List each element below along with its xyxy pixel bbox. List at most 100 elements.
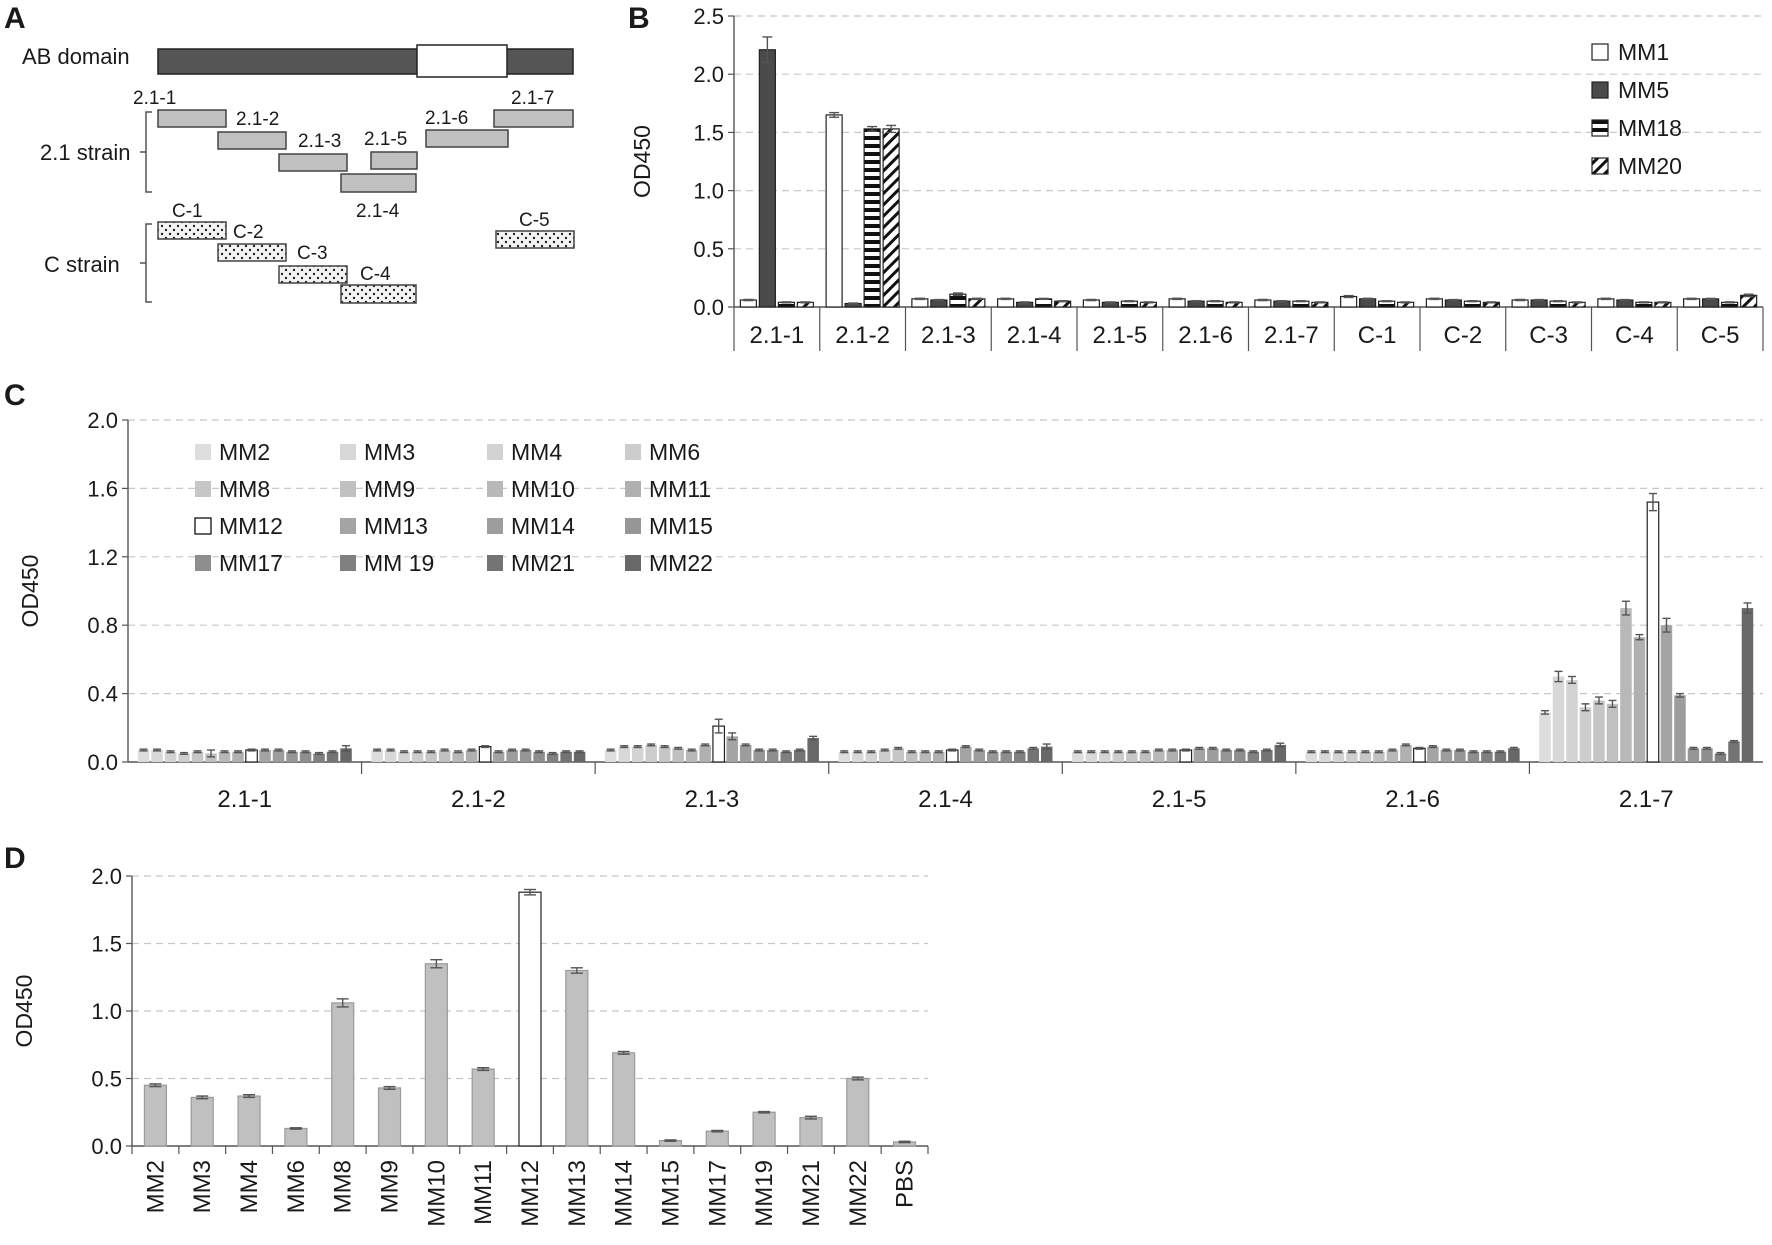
bar-mm15-2.1-6 <box>1454 750 1466 762</box>
x-tick-label-2.1-4: 2.1-4 <box>918 786 973 813</box>
x-tick-label-2.1-3: 2.1-3 <box>921 322 976 349</box>
segment-label-c-2: C-2 <box>233 222 264 243</box>
bar-mm21-2.1-2 <box>560 751 572 762</box>
segment-bar-2.1-1 <box>157 109 227 128</box>
bar-mm9-2.1-6 <box>1373 751 1385 762</box>
bar-mm21-2.1-1 <box>326 751 339 762</box>
segment-bar-2.1-3 <box>278 153 348 172</box>
bar-mm2-2.1-1 <box>137 750 150 762</box>
bar-mm22-2.1-6 <box>1508 748 1520 762</box>
bar-mm19-2.1-1 <box>313 753 325 762</box>
segment-bar-2.1-5 <box>370 151 418 170</box>
bar-mm4-2.1-5 <box>1099 751 1111 762</box>
x-tick-label-2.1-7: 2.1-7 <box>1264 322 1319 349</box>
x-tick-label-2.1-2: 2.1-2 <box>835 322 890 349</box>
bar-mm4-2.1-7 <box>1566 679 1578 762</box>
y-tick-label: 1.5 <box>91 932 122 957</box>
bar-mm19-2.1-6 <box>1481 751 1493 762</box>
legend-label-mm19: MM 19 <box>364 550 434 576</box>
ab-domain-label: AB domain <box>22 44 130 69</box>
bar-mm17-2.1-1 <box>299 751 312 762</box>
bar-mm11-2.1-7 <box>1633 637 1646 762</box>
x-tick-label-2.1-7: 2.1-7 <box>1619 786 1674 813</box>
bar-mm22-2.1-7 <box>1741 608 1754 762</box>
x-tick-label-mm4: MM4 <box>236 1160 263 1213</box>
bar-mm4-2.1-1 <box>164 751 177 762</box>
bar-mm10-2.1-7 <box>1620 608 1632 762</box>
legend-swatch-mm3 <box>340 444 356 460</box>
x-tick-label-c-1: C-1 <box>1358 322 1397 349</box>
legend-label-mm18: MM18 <box>1618 115 1682 141</box>
x-tick-label-mm19: MM19 <box>751 1160 778 1227</box>
legend-swatch-mm2 <box>195 444 211 460</box>
bar-mm14-2.1-3 <box>739 744 752 762</box>
legend-label-mm15: MM15 <box>649 513 713 539</box>
panel-d: D 0.0 0.5 1.0 1.5 2.0 OD450 MM2 MM3 MM4 MM6 MM8 MM9… <box>4 842 929 1227</box>
bar-mm10 <box>424 963 448 1147</box>
bar-mm10-2.1-4 <box>919 751 931 762</box>
y-tick-label: 1.6 <box>87 476 118 501</box>
bar-mm8-2.1-5 <box>1126 751 1138 762</box>
bar-mm5-2.1-1 <box>758 49 776 308</box>
bar-mm9-2.1-2 <box>438 750 451 762</box>
bar-mm3-2.1-7 <box>1552 676 1565 762</box>
bar-mm10-2.1-6 <box>1386 750 1399 762</box>
legend-swatch-mm12 <box>194 517 212 535</box>
legend-label-mm17: MM17 <box>219 550 283 576</box>
bar-mm9-2.1-5 <box>1139 751 1152 762</box>
bar-mm18-2.1-2 <box>863 128 881 308</box>
segment-label-2.1-2: 2.1-2 <box>236 109 279 130</box>
segment-label-2.1-5: 2.1-5 <box>364 129 407 150</box>
x-tick-label-mm17: MM17 <box>704 1160 731 1227</box>
bar-mm14-2.1-1 <box>272 750 285 762</box>
bar-mm14-2.1-2 <box>506 750 518 762</box>
segment-bar-2.1-4 <box>340 173 417 193</box>
bar-mm8 <box>331 1002 355 1147</box>
y-tick-label: 0.4 <box>87 682 118 707</box>
bar-mm21 <box>799 1117 823 1147</box>
legend-swatch-mm22 <box>625 555 641 571</box>
bar-mm15-2.1-4 <box>987 751 999 762</box>
legend-swatch-mm5 <box>1591 81 1609 99</box>
bar-mm9 <box>377 1087 402 1147</box>
x-tick-label-2.1-2: 2.1-2 <box>451 786 506 813</box>
x-tick-label-mm10: MM10 <box>423 1160 450 1227</box>
bar-mm13 <box>565 969 589 1147</box>
bar-mm5-c-5 <box>1702 298 1720 308</box>
x-tick-label-c-3: C-3 <box>1529 322 1568 349</box>
bar-mm3-2.1-6 <box>1319 751 1331 762</box>
x-tick-label-2.1-4: 2.1-4 <box>1007 322 1062 349</box>
bar-mm15-2.1-5 <box>1220 750 1233 762</box>
bar-mm13-2.1-4 <box>960 746 972 762</box>
bar-mm8-2.1-7 <box>1593 700 1605 762</box>
bar-mm21-2.1-4 <box>1027 748 1039 762</box>
ab-domain-bar <box>157 48 574 75</box>
bar-mm12-2.1-6 <box>1413 747 1426 763</box>
y-tick-label: 0.0 <box>91 1134 122 1159</box>
y-tick-label: 1.0 <box>91 999 122 1024</box>
legend-label-mm13: MM13 <box>364 513 428 539</box>
segment-bar-2.1-6 <box>425 129 509 148</box>
bar-mm11 <box>471 1068 495 1147</box>
bar-mm19-2.1-5 <box>1247 751 1260 762</box>
bar-mm13-2.1-2 <box>492 751 505 762</box>
legend-label-mm22: MM22 <box>649 550 713 576</box>
bar-mm12-2.1-2 <box>478 746 492 763</box>
bar-mm3-2.1-4 <box>852 751 864 762</box>
legend-label-mm10: MM10 <box>511 476 575 502</box>
bar-mm2-2.1-3 <box>604 750 617 762</box>
y-tick-label: 2.5 <box>693 4 724 29</box>
legend-label-mm12: MM12 <box>219 513 283 539</box>
x-tick-label-mm6: MM6 <box>283 1160 310 1213</box>
legend-label-mm9: MM9 <box>364 476 415 502</box>
bar-mm8-2.1-3 <box>658 746 671 762</box>
x-tick-label-mm8: MM8 <box>330 1160 357 1213</box>
bar-mm13-2.1-6 <box>1427 746 1439 762</box>
x-tick-label-2.1-3: 2.1-3 <box>685 786 740 813</box>
bar-mm9-2.1-1 <box>205 753 217 762</box>
bar-mm19-2.1-7 <box>1714 753 1727 762</box>
bar-mm22-2.1-2 <box>573 751 586 762</box>
bar-mm12-2.1-7 <box>1646 501 1660 763</box>
bar-mm20-2.1-2 <box>882 128 900 308</box>
